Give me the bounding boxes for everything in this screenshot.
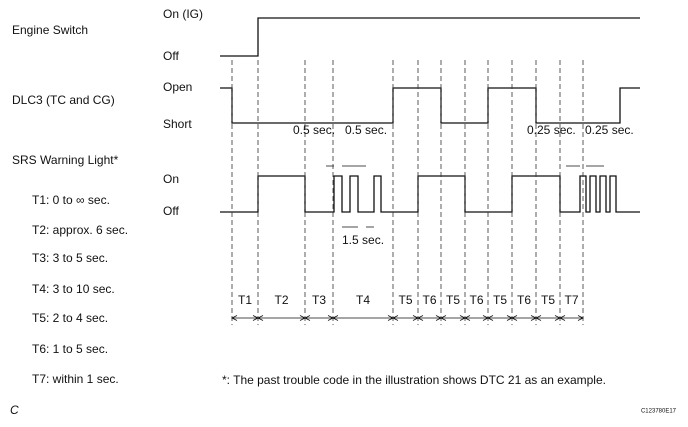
legend-item: T4: 3 to 10 sec. (32, 282, 115, 296)
interval-arrow (257, 315, 306, 321)
legend-item: T2: approx. 6 sec. (32, 223, 128, 237)
interval-arrow (392, 315, 419, 321)
legend: T1: 0 to ∞ sec. T2: approx. 6 sec. T3: 3 t… (32, 193, 128, 386)
interval-label: T1 (238, 293, 252, 307)
legend-item: T6: 1 to 5 sec. (32, 342, 108, 356)
interval-arrow (535, 315, 561, 321)
interval-label: T4 (356, 293, 370, 307)
interval-arrow (487, 315, 513, 321)
interval-label: T3 (312, 293, 326, 307)
interval-label: T5 (541, 293, 555, 307)
duration-label: 0.5 sec. (345, 123, 387, 137)
signal-name: Engine Switch (12, 23, 88, 37)
engine-wave (220, 17, 640, 57)
interval-label: T6 (422, 293, 436, 307)
legend-item: T1: 0 to ∞ sec. (32, 193, 110, 207)
interval-label: T5 (446, 293, 460, 307)
interval-arrow (304, 315, 334, 321)
level-label: Open (163, 80, 192, 94)
level-label: Off (163, 204, 179, 218)
interval-label: T6 (469, 293, 483, 307)
legend-item: T5: 2 to 4 sec. (32, 311, 108, 325)
level-label: On (163, 172, 179, 186)
interval-label: T5 (398, 293, 412, 307)
interval-arrow (559, 315, 584, 321)
interval-label: T6 (517, 293, 531, 307)
interval-label: T2 (274, 293, 288, 307)
interval-arrow (332, 315, 394, 321)
interval-arrow (417, 315, 442, 321)
signal-name: DLC3 (TC and CG) (12, 93, 115, 107)
interval-label: T7 (564, 293, 578, 307)
periods: T1 T2 T3 T4 T5 T6 T5 T6 T5 T6 T5 T7 (231, 60, 584, 325)
figure-letter: C (10, 403, 19, 417)
level-label: Off (163, 49, 179, 63)
legend-item: T3: 3 to 5 sec. (32, 251, 108, 265)
interval-arrow (511, 315, 537, 321)
signal-name: SRS Warning Light* (12, 153, 119, 167)
level-label: Short (163, 117, 192, 131)
duration-label: 1.5 sec. (342, 233, 384, 247)
srs-wave (220, 175, 640, 213)
duration-label: 0.25 sec. (527, 123, 576, 137)
figure-code: C123780E17 (641, 409, 677, 415)
note: *: The past trouble code in the illustra… (222, 373, 606, 387)
duration-label: 0.5 sec. (293, 123, 335, 137)
duration-label: 0.25 sec. (585, 123, 634, 137)
dlc3-wave (220, 87, 640, 124)
interval-arrow (464, 315, 489, 321)
interval-arrow (231, 315, 259, 321)
legend-item: T7: within 1 sec. (32, 372, 119, 386)
interval-label: T5 (493, 293, 507, 307)
level-label: On (IG) (163, 7, 203, 21)
interval-arrow (440, 315, 466, 321)
time-marker (326, 165, 604, 228)
